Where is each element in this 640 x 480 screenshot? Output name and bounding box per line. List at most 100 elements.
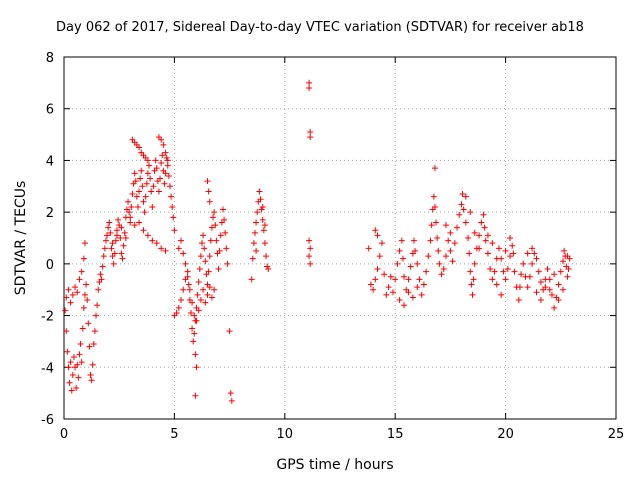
data-point — [502, 276, 509, 283]
data-point — [195, 278, 202, 285]
data-point — [137, 175, 144, 182]
data-point — [405, 276, 412, 283]
data-point — [185, 281, 192, 288]
data-point — [84, 297, 91, 304]
data-point — [193, 317, 200, 324]
data-point — [202, 258, 209, 265]
data-point — [72, 284, 79, 291]
data-point — [564, 273, 571, 280]
x-tick-label: 10 — [277, 427, 294, 442]
data-point — [213, 237, 220, 244]
data-point — [399, 255, 406, 262]
data-point — [85, 320, 92, 327]
data-point — [249, 255, 256, 262]
data-point — [200, 286, 207, 293]
data-point — [529, 245, 536, 252]
data-point — [418, 291, 425, 298]
data-point — [125, 198, 132, 205]
data-point — [372, 276, 379, 283]
data-point — [158, 245, 165, 252]
data-point — [414, 260, 421, 267]
x-tick-label: 0 — [60, 427, 68, 442]
data-point — [180, 250, 187, 257]
data-point — [226, 328, 233, 335]
y-tick-label: 8 — [46, 51, 54, 66]
data-point — [94, 302, 101, 309]
data-point — [138, 167, 145, 174]
data-point — [259, 203, 266, 210]
data-point — [107, 229, 114, 236]
data-point — [502, 247, 509, 254]
data-point — [544, 266, 551, 273]
data-point — [498, 291, 505, 298]
data-point — [204, 291, 211, 298]
data-point — [533, 255, 540, 262]
data-point — [178, 237, 185, 244]
data-point — [134, 203, 141, 210]
plot-frame — [63, 56, 617, 420]
data-point — [175, 304, 182, 311]
data-point — [555, 297, 562, 304]
data-point — [224, 260, 231, 267]
data-point — [381, 271, 388, 278]
data-point — [127, 219, 134, 226]
data-point — [65, 286, 72, 293]
data-point — [560, 286, 567, 293]
data-point — [561, 247, 568, 254]
data-point — [104, 232, 111, 239]
data-point — [551, 304, 558, 311]
data-point — [131, 170, 138, 177]
tick-layer: 0 5 10 15 20 25 -6 -4 -2 0 2 4 6 8 — [41, 51, 624, 442]
data-point — [259, 216, 266, 223]
data-point — [178, 297, 185, 304]
data-point — [257, 196, 264, 203]
data-point — [307, 260, 314, 267]
data-point — [428, 222, 435, 229]
data-point — [396, 247, 403, 254]
data-point — [507, 253, 514, 260]
y-tick-label: 2 — [46, 206, 54, 221]
data-point — [401, 273, 408, 280]
data-point — [115, 216, 122, 223]
data-point — [480, 211, 487, 218]
data-point — [186, 286, 193, 293]
data-point — [533, 289, 540, 296]
y-tick-label: -2 — [41, 310, 54, 325]
data-point — [507, 235, 514, 241]
data-point — [258, 206, 265, 213]
data-point — [158, 136, 165, 143]
grid-layer — [64, 57, 616, 419]
data-point — [205, 188, 212, 195]
data-point — [442, 222, 449, 229]
data-point — [202, 299, 209, 306]
data-point — [265, 266, 272, 273]
data-point — [306, 237, 313, 244]
data-point — [367, 281, 374, 288]
data-point — [409, 294, 416, 301]
data-point — [370, 286, 377, 293]
data-point — [91, 328, 98, 335]
data-point — [160, 141, 167, 148]
data-point — [139, 183, 146, 190]
data-point — [140, 227, 147, 234]
x-tick-label: 25 — [608, 427, 625, 442]
data-point — [489, 276, 496, 283]
data-point — [264, 263, 271, 270]
data-point — [164, 157, 171, 164]
data-point — [489, 240, 496, 247]
data-point — [306, 79, 313, 86]
data-point — [105, 224, 112, 231]
data-point — [253, 219, 260, 226]
data-point — [414, 284, 421, 291]
data-point — [520, 260, 527, 267]
data-point — [136, 188, 143, 195]
data-point — [210, 214, 217, 221]
data-point — [68, 387, 75, 394]
data-point — [153, 165, 160, 172]
data-point — [122, 235, 129, 241]
data-point — [73, 384, 80, 391]
data-point — [206, 198, 213, 205]
data-point — [110, 260, 117, 267]
data-point — [456, 211, 463, 218]
data-point — [451, 240, 458, 247]
